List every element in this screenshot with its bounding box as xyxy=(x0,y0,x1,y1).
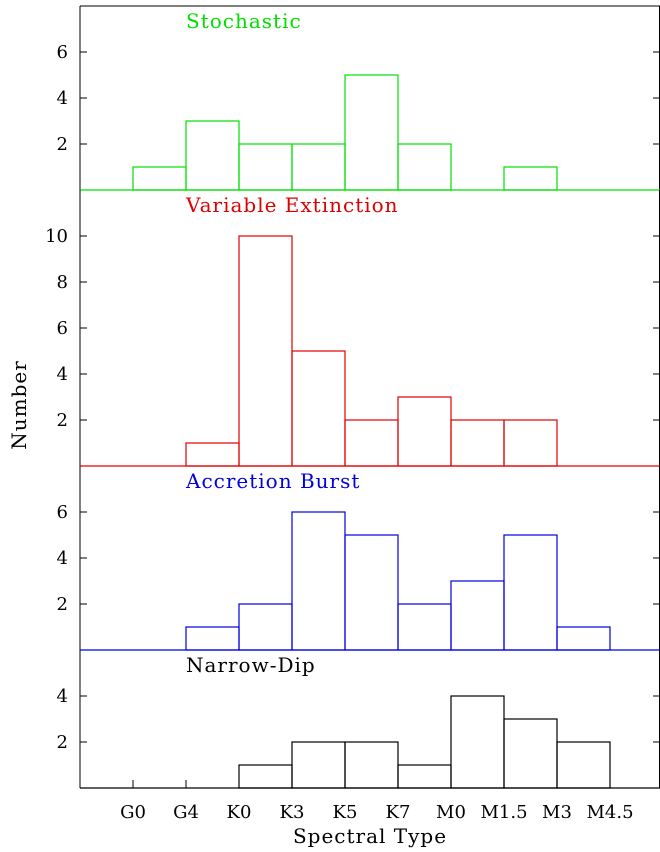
histogram-bar xyxy=(238,143,293,191)
histogram-bar xyxy=(344,419,399,467)
histogram-bar xyxy=(556,741,611,789)
histogram-bar xyxy=(556,626,611,651)
histogram-bar xyxy=(503,166,558,191)
y-tick-label: 4 xyxy=(57,364,68,385)
y-tick-label: 6 xyxy=(57,42,68,63)
panel-accretion-burst: 2 4 6 Accretion Burst xyxy=(57,466,660,651)
y-tick-label: 2 xyxy=(57,134,68,155)
histogram-bar xyxy=(291,741,346,789)
histogram-bar xyxy=(450,695,505,789)
histogram-bar xyxy=(450,419,505,467)
y-tick-label: 4 xyxy=(57,548,68,569)
x-tick-label: K7 xyxy=(386,802,411,823)
histogram-bar xyxy=(344,741,399,789)
x-tick-label: K5 xyxy=(333,802,358,823)
y-tick-label: 4 xyxy=(57,88,68,109)
histogram-bar xyxy=(291,511,346,651)
histogram-bar xyxy=(450,580,505,651)
x-tick-label: K3 xyxy=(280,802,305,823)
histogram-bar xyxy=(185,442,240,467)
y-tick-label: 4 xyxy=(57,686,68,707)
histogram-bar xyxy=(238,235,293,467)
histogram-bar xyxy=(238,764,293,789)
histogram-bar xyxy=(397,143,452,191)
x-axis: G0 G4 K0 K3 K5 K7 M0 M1.5 M3 M4.5 xyxy=(120,780,634,823)
panel-title: Stochastic xyxy=(186,9,302,33)
x-tick-label: M1.5 xyxy=(480,802,527,823)
panels: 2 4 6 Stochastic 2 4 6 8 10 Variable Extinction 2 4… xyxy=(45,5,660,789)
x-tick-label: M0 xyxy=(436,802,466,823)
histogram-bar xyxy=(397,396,452,467)
x-axis-label: Spectral Type xyxy=(293,824,447,848)
y-tick-label: 6 xyxy=(57,502,68,523)
panel-title: Accretion Burst xyxy=(185,469,360,493)
histogram-bar xyxy=(291,350,346,467)
y-tick-label: 2 xyxy=(57,410,68,431)
y-axis-label: Number xyxy=(7,360,31,450)
histogram-bar xyxy=(291,143,346,191)
histogram-bar xyxy=(503,419,558,467)
y-tick-label: 2 xyxy=(57,594,68,615)
x-tick-label: G0 xyxy=(120,802,146,823)
histogram-bar xyxy=(185,120,240,191)
panel-variable-extinction: 2 4 6 8 10 Variable Extinction xyxy=(45,190,660,467)
histogram-bar xyxy=(132,166,187,191)
y-tick-label: 8 xyxy=(57,272,68,293)
y-tick-label: 6 xyxy=(57,318,68,339)
x-tick-label: M3 xyxy=(542,802,572,823)
x-tick-label: M4.5 xyxy=(586,802,633,823)
histogram-bar xyxy=(503,718,558,789)
x-tick-label: K0 xyxy=(227,802,252,823)
histogram-bar xyxy=(397,603,452,651)
histogram-bar xyxy=(238,603,293,651)
histogram-bar xyxy=(344,534,399,651)
panel-title: Narrow-Dip xyxy=(186,653,316,677)
histogram-bar xyxy=(344,74,399,191)
panel-stochastic: 2 4 6 Stochastic xyxy=(57,5,660,191)
histogram-bar xyxy=(397,764,452,789)
panel-narrow-dip: 2 4 Narrow-Dip xyxy=(57,650,660,789)
x-tick-label: G4 xyxy=(173,802,199,823)
y-tick-label: 2 xyxy=(57,732,68,753)
histogram-bar xyxy=(185,626,240,651)
y-tick-label: 10 xyxy=(45,226,68,247)
panel-title: Variable Extinction xyxy=(185,193,399,217)
histogram-bar xyxy=(503,534,558,651)
